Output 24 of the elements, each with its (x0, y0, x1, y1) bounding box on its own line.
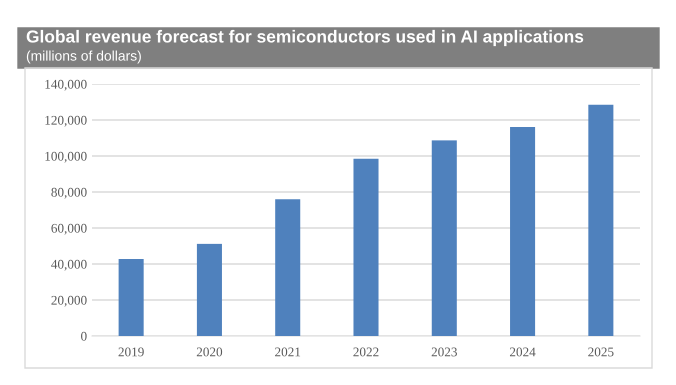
chart-subtitle: (millions of dollars) (26, 50, 141, 64)
x-tick-label: 2019 (118, 347, 144, 356)
chart-title: Global revenue forecast for semiconductors used in AI applications (26, 30, 584, 46)
y-tick-label: 60,000 (51, 224, 87, 235)
bar (510, 127, 536, 336)
y-tick-label: 80,000 (51, 188, 87, 199)
x-tick-label: 2021 (275, 347, 300, 356)
bar (588, 104, 614, 336)
x-tick-label: 2023 (432, 347, 457, 356)
x-tick-label: 2024 (510, 347, 536, 356)
bar (432, 140, 457, 336)
y-tick-label: 120,000 (45, 116, 87, 127)
bar (275, 199, 300, 336)
y-tick-label: 20,000 (51, 296, 87, 307)
x-tick-label: 2025 (588, 347, 614, 356)
y-tick-label: 140,000 (45, 80, 87, 91)
bar (118, 258, 144, 336)
bar (196, 244, 222, 336)
y-tick-label: 0 (81, 332, 87, 341)
bar (353, 158, 379, 336)
x-tick-label: 2022 (353, 347, 378, 356)
y-tick-label: 40,000 (51, 260, 87, 271)
x-tick-label: 2020 (196, 347, 222, 356)
y-tick-label: 100,000 (45, 152, 87, 163)
